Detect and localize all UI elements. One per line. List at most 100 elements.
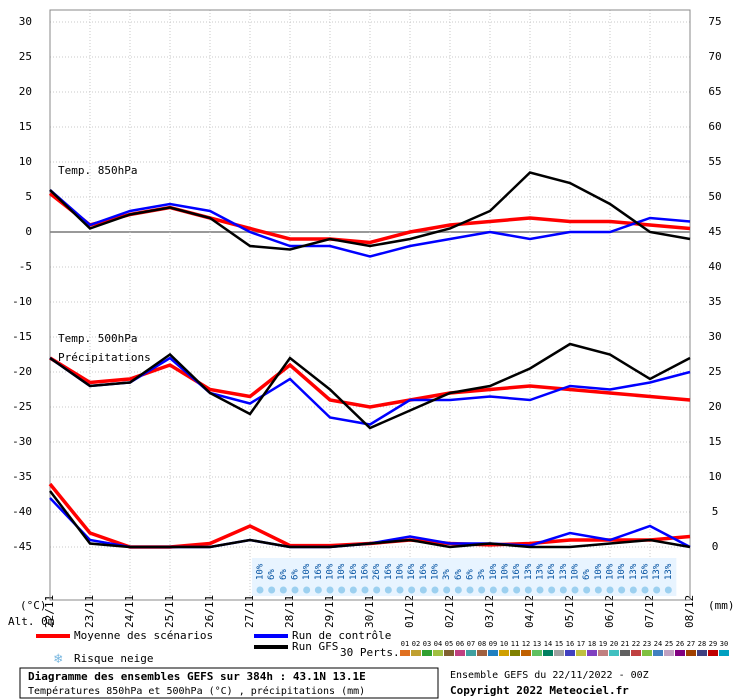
snow-icon [338,586,346,594]
snow-risk-label: 16% [349,563,359,580]
snow-risk-label: 13% [559,563,569,580]
perturbation-number: 20 [610,640,618,648]
y-tick-label: -20 [12,365,32,378]
perturbation-number: 14 [544,640,552,648]
snow-risk-label: 6% [279,569,289,580]
perturbation-number: 24 [654,640,662,648]
perturbation-swatch [708,650,718,656]
snow-risk-label: 10% [337,563,347,580]
snow-risk-label: 10% [594,563,604,580]
snow-risk-label: 13% [652,563,662,580]
perturbation-swatch [543,650,553,656]
perturbation-swatch [488,650,498,656]
x-tick-label: 26/11 [203,595,216,628]
snow-icon [489,586,497,594]
snow-icon [641,586,649,594]
snow-icon [629,586,637,594]
snow-icon [349,586,357,594]
snow-risk-label: 6% [466,569,476,580]
perturbation-number: 15 [555,640,563,648]
snow-risk-label: 10% [606,563,616,580]
x-tick-label: 03/12 [483,595,496,628]
perturbation-number: 10 [500,640,508,648]
x-tick-label: 05/12 [563,595,576,628]
snow-icon [559,586,567,594]
perturbation-swatch [609,650,619,656]
perturbation-number: 17 [577,640,585,648]
info-run: Ensemble GEFS du 22/11/2022 - 00Z [450,670,649,681]
snow-risk-label: 13% [664,563,674,580]
snow-icon [431,586,439,594]
snow-risk-label: 6% [582,569,592,580]
snow-band [252,558,677,596]
snow-icon [606,586,614,594]
y-tick-label: 20 [19,85,32,98]
perturbation-swatch [499,650,509,656]
perturbation-swatch [697,650,707,656]
y-tick-label: 30 [19,15,32,28]
snow-risk-label: 16% [361,563,371,580]
perturbation-number: 11 [511,640,519,648]
y-axis-label: (°C) [20,599,47,612]
snow-icon [361,586,369,594]
perturbation-swatch [477,650,487,656]
perturbation-swatch [510,650,520,656]
perturbation-number: 16 [566,640,574,648]
perturbation-swatch [631,650,641,656]
snow-risk-label: 16% [641,563,651,580]
perturbation-number: 05 [445,640,453,648]
perturbation-number: 19 [599,640,607,648]
snow-icon [466,586,474,594]
snow-icon [314,586,322,594]
snow-risk-label: 13% [536,563,546,580]
perturbation-swatch [400,650,410,656]
y2-tick-label: 55 [708,155,721,168]
snow-icon [513,586,521,594]
snow-risk-label: 26% [372,563,382,580]
perturbation-swatch [653,650,663,656]
snow-icon [384,586,392,594]
perturbation-swatch [422,650,432,656]
snow-risk-label: 10% [571,563,581,580]
snow-icon [256,586,264,594]
perturbation-swatch [565,650,575,656]
y2-tick-label: 25 [708,365,721,378]
y2-tick-label: 70 [708,50,721,63]
snow-icon [618,586,626,594]
y-tick-label: -5 [19,260,32,273]
y-tick-label: -25 [12,400,32,413]
perturbation-number: 07 [467,640,475,648]
perturbation-swatch [664,650,674,656]
y2-tick-label: 20 [708,400,721,413]
series-line [49,490,691,549]
perturbation-number: 09 [489,640,497,648]
perturbation-swatch [455,650,465,656]
snow-risk-label: 10% [617,563,627,580]
y2-tick-label: 60 [708,120,721,133]
perturbation-number: 01 [401,640,409,648]
snow-risk-label: 10% [489,563,499,580]
y2-tick-label: 30 [708,330,721,343]
x-tick-label: 29/11 [323,595,336,628]
snow-icon [268,586,276,594]
perturbation-number: 18 [588,640,596,648]
x-tick-label: 04/12 [523,595,536,628]
snow-icon [303,586,311,594]
perturbation-swatch [587,650,597,656]
annotation: Temp. 850hPa [58,164,137,177]
y2-tick-label: 75 [708,15,721,28]
legend-label: Run de contrôle [292,629,391,642]
x-tick-label: 30/11 [363,595,376,628]
x-tick-label: 07/12 [643,595,656,628]
perturbation-number: 25 [665,640,673,648]
y2-tick-label: 5 [712,505,719,518]
perturbation-swatch [642,650,652,656]
y-tick-label: 25 [19,50,32,63]
perturbation-swatch [466,650,476,656]
x-tick-label: 28/11 [283,595,296,628]
snow-icon [291,586,299,594]
x-tick-label: 08/12 [683,595,696,628]
y-tick-label: -10 [12,295,32,308]
perturbation-swatch [444,650,454,656]
series-line [49,189,691,258]
